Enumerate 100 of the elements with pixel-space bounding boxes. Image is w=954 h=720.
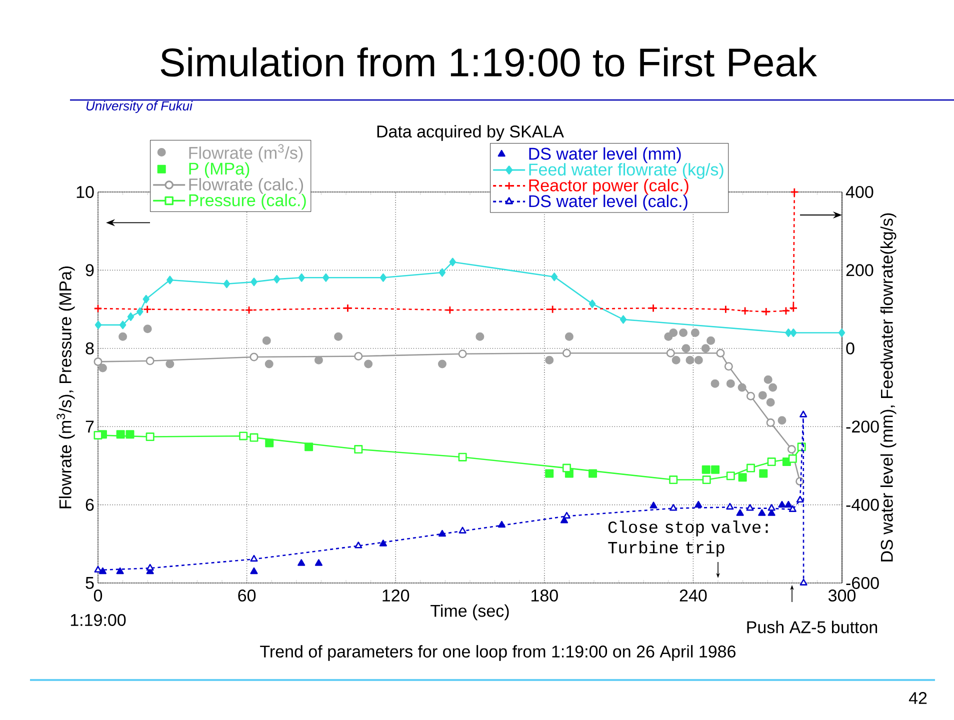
point bbox=[244, 306, 254, 314]
x-tick-label: 60 bbox=[238, 590, 256, 602]
point bbox=[265, 438, 274, 448]
x-tick-label: 240 bbox=[680, 590, 707, 602]
point bbox=[648, 304, 658, 312]
point bbox=[354, 352, 363, 360]
point bbox=[778, 500, 786, 508]
point bbox=[679, 328, 688, 338]
point bbox=[126, 430, 134, 439]
point bbox=[116, 567, 124, 574]
point bbox=[650, 502, 658, 508]
point bbox=[380, 273, 387, 282]
legend-label: Flowrate (calc.) bbox=[189, 178, 303, 194]
point bbox=[548, 304, 557, 314]
point bbox=[787, 445, 796, 454]
point bbox=[273, 274, 280, 284]
point bbox=[682, 344, 690, 353]
point bbox=[746, 392, 755, 400]
y-tick-label: 7 bbox=[86, 420, 94, 432]
legend-label: DS water level (calc.) bbox=[529, 194, 688, 211]
legend-label: Flowrate (m$^{3}$/s) bbox=[189, 144, 303, 162]
y2-tick-label: -200 bbox=[846, 420, 879, 433]
point bbox=[458, 452, 467, 462]
point bbox=[766, 418, 775, 427]
point bbox=[768, 504, 776, 511]
point bbox=[438, 530, 446, 537]
point bbox=[250, 352, 258, 362]
text: Trend of parameters for one loop from 1:19:00 on 26 April 1986 bbox=[260, 645, 736, 661]
point bbox=[562, 464, 571, 472]
point bbox=[354, 445, 363, 454]
point bbox=[784, 500, 792, 508]
point bbox=[143, 304, 152, 314]
point bbox=[334, 332, 343, 341]
point bbox=[322, 273, 330, 282]
point bbox=[736, 509, 744, 516]
point bbox=[666, 348, 675, 358]
x-tick-label: 300 bbox=[828, 590, 856, 602]
point bbox=[790, 188, 799, 196]
point bbox=[438, 360, 446, 368]
legend-label: P (MPa) bbox=[189, 162, 250, 178]
point bbox=[94, 430, 102, 440]
point bbox=[458, 526, 466, 534]
point bbox=[476, 332, 484, 341]
y2-tick-label: 200 bbox=[846, 264, 874, 276]
x-tick-label: 120 bbox=[382, 590, 410, 602]
point bbox=[782, 306, 790, 316]
point bbox=[250, 567, 258, 574]
legend-label: DS water level (mm) bbox=[529, 147, 681, 164]
point bbox=[304, 442, 314, 452]
point bbox=[726, 502, 734, 510]
point bbox=[250, 554, 258, 562]
point bbox=[759, 469, 768, 478]
y2-tick-label: -600 bbox=[846, 576, 879, 590]
point bbox=[716, 348, 725, 358]
point bbox=[94, 304, 102, 313]
point bbox=[669, 476, 678, 484]
point bbox=[143, 324, 152, 334]
point bbox=[449, 258, 456, 266]
point bbox=[766, 398, 775, 407]
point bbox=[620, 315, 627, 324]
text: 42 bbox=[908, 692, 927, 704]
point bbox=[710, 379, 720, 388]
point bbox=[94, 320, 102, 330]
point bbox=[706, 336, 716, 345]
x-tick-label: 0 bbox=[94, 590, 102, 602]
point bbox=[838, 328, 846, 337]
point bbox=[738, 383, 746, 392]
point bbox=[778, 416, 786, 425]
point bbox=[562, 348, 571, 358]
point bbox=[768, 383, 778, 392]
point bbox=[118, 332, 128, 341]
y2-tick-label: 400 bbox=[846, 186, 874, 198]
point bbox=[94, 357, 102, 366]
point bbox=[119, 320, 126, 330]
text: 1:19:00 bbox=[70, 614, 126, 626]
point bbox=[670, 504, 678, 511]
y-tick-label: 9 bbox=[86, 264, 94, 276]
point bbox=[116, 430, 125, 439]
x-tick-label: 180 bbox=[532, 590, 558, 602]
text: Push AZ-5 button bbox=[747, 620, 878, 634]
point bbox=[702, 465, 710, 474]
point bbox=[438, 268, 446, 277]
point bbox=[364, 360, 373, 368]
point bbox=[354, 542, 362, 548]
point bbox=[764, 375, 772, 384]
point bbox=[250, 433, 258, 442]
point bbox=[564, 332, 574, 341]
point bbox=[550, 272, 558, 282]
point bbox=[746, 464, 755, 472]
point bbox=[788, 454, 797, 463]
point bbox=[701, 344, 710, 353]
point bbox=[239, 432, 248, 440]
point bbox=[758, 509, 766, 516]
point bbox=[694, 500, 702, 508]
y-axis-title: Flowrate (m$^{3}$/s), Pressure (MPa) bbox=[56, 266, 75, 508]
point bbox=[98, 364, 107, 372]
point bbox=[142, 294, 150, 304]
y2-tick-label: -400 bbox=[846, 498, 879, 511]
point bbox=[762, 307, 770, 316]
point bbox=[711, 465, 720, 474]
